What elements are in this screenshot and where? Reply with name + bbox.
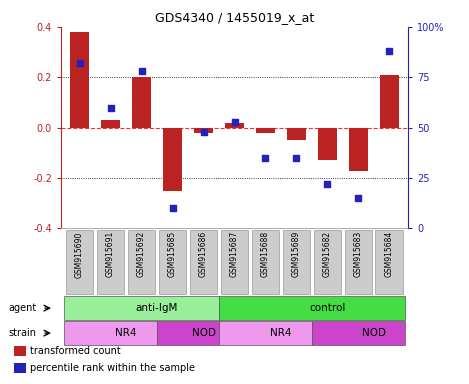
Bar xyxy=(132,77,151,127)
Title: GDS4340 / 1455019_x_at: GDS4340 / 1455019_x_at xyxy=(155,11,314,24)
Text: GSM915689: GSM915689 xyxy=(292,231,301,277)
Point xyxy=(231,119,238,125)
FancyBboxPatch shape xyxy=(159,230,186,294)
Point xyxy=(76,60,83,66)
FancyBboxPatch shape xyxy=(66,230,93,294)
Point xyxy=(293,155,300,161)
FancyBboxPatch shape xyxy=(189,230,217,294)
Bar xyxy=(70,32,89,127)
Text: GSM915691: GSM915691 xyxy=(106,231,115,277)
Bar xyxy=(318,127,337,161)
Bar xyxy=(14,346,26,356)
Text: NR4: NR4 xyxy=(270,328,292,338)
FancyBboxPatch shape xyxy=(313,230,341,294)
Text: agent: agent xyxy=(9,303,37,313)
Bar xyxy=(194,127,213,133)
Text: GSM915685: GSM915685 xyxy=(168,231,177,277)
Text: GSM915686: GSM915686 xyxy=(199,231,208,277)
Point xyxy=(324,181,331,187)
FancyBboxPatch shape xyxy=(251,230,279,294)
FancyBboxPatch shape xyxy=(219,296,405,320)
Text: control: control xyxy=(309,303,346,313)
FancyBboxPatch shape xyxy=(376,230,403,294)
Bar xyxy=(287,127,306,140)
Bar xyxy=(380,75,399,127)
FancyBboxPatch shape xyxy=(64,321,157,345)
Text: GSM915684: GSM915684 xyxy=(385,231,394,277)
Bar xyxy=(256,127,275,133)
FancyBboxPatch shape xyxy=(157,321,219,345)
FancyBboxPatch shape xyxy=(220,230,248,294)
FancyBboxPatch shape xyxy=(64,296,219,320)
Text: GSM915690: GSM915690 xyxy=(75,231,84,278)
FancyBboxPatch shape xyxy=(282,230,310,294)
Text: GSM915683: GSM915683 xyxy=(354,231,363,277)
Point xyxy=(200,129,207,135)
Text: GSM915688: GSM915688 xyxy=(261,231,270,277)
Point xyxy=(386,48,393,54)
FancyBboxPatch shape xyxy=(97,230,124,294)
FancyBboxPatch shape xyxy=(345,230,372,294)
Bar xyxy=(14,363,26,373)
Text: transformed count: transformed count xyxy=(30,346,121,356)
FancyBboxPatch shape xyxy=(312,321,405,345)
Text: GSM915692: GSM915692 xyxy=(137,231,146,277)
Text: anti-IgM: anti-IgM xyxy=(136,303,178,313)
Point xyxy=(262,155,269,161)
Bar xyxy=(163,127,182,191)
Point xyxy=(355,195,362,201)
Bar xyxy=(101,120,120,127)
Bar xyxy=(349,127,368,170)
FancyBboxPatch shape xyxy=(128,230,155,294)
Text: percentile rank within the sample: percentile rank within the sample xyxy=(30,363,196,373)
Text: GSM915687: GSM915687 xyxy=(230,231,239,277)
FancyBboxPatch shape xyxy=(219,321,312,345)
Text: NOD: NOD xyxy=(191,328,216,338)
Text: NR4: NR4 xyxy=(115,328,137,338)
Text: NOD: NOD xyxy=(362,328,386,338)
Text: strain: strain xyxy=(9,328,37,338)
Bar xyxy=(225,122,244,127)
Text: GSM915682: GSM915682 xyxy=(323,231,332,277)
Point xyxy=(138,68,145,74)
Point xyxy=(107,104,114,111)
Point xyxy=(169,205,176,212)
